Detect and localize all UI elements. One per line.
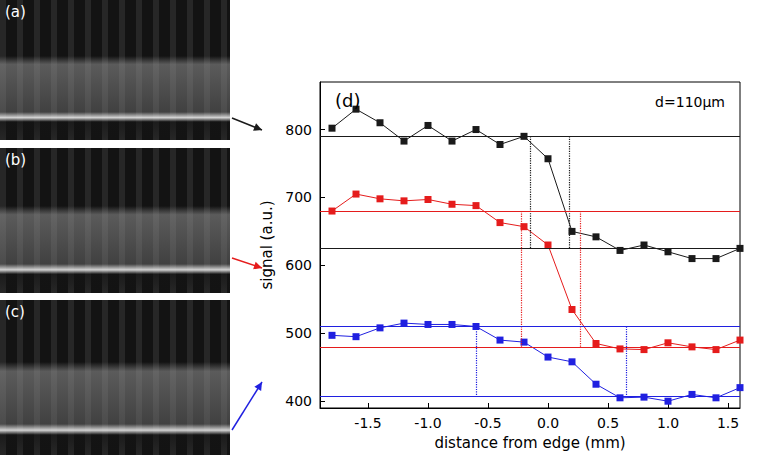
svg-text:1.5: 1.5 — [717, 415, 739, 431]
html-text:(a): (a) — [5, 3, 26, 21]
svg-text:d=110μm: d=110μm — [655, 94, 725, 110]
html-text:(c): (c) — [5, 303, 25, 321]
html-text:(b): (b) — [5, 151, 27, 169]
svg-text:0.5: 0.5 — [597, 415, 619, 431]
svg-text:700: 700 — [285, 189, 312, 205]
svg-text:600: 600 — [285, 257, 312, 273]
svg-text:1.0: 1.0 — [657, 415, 679, 431]
svg-text:distance from edge (mm): distance from edge (mm) — [434, 434, 625, 452]
svg-text:signal (a.u.): signal (a.u.) — [258, 200, 276, 289]
svg-text:500: 500 — [285, 325, 312, 341]
svg-text:400: 400 — [285, 393, 312, 409]
svg-text:-1.5: -1.5 — [354, 415, 381, 431]
svg-text:0.0: 0.0 — [537, 415, 559, 431]
svg-text:(d): (d) — [335, 90, 360, 111]
svg-text:-0.5: -0.5 — [474, 415, 501, 431]
svg-text:800: 800 — [285, 122, 312, 138]
svg-text:-1.0: -1.0 — [414, 415, 441, 431]
